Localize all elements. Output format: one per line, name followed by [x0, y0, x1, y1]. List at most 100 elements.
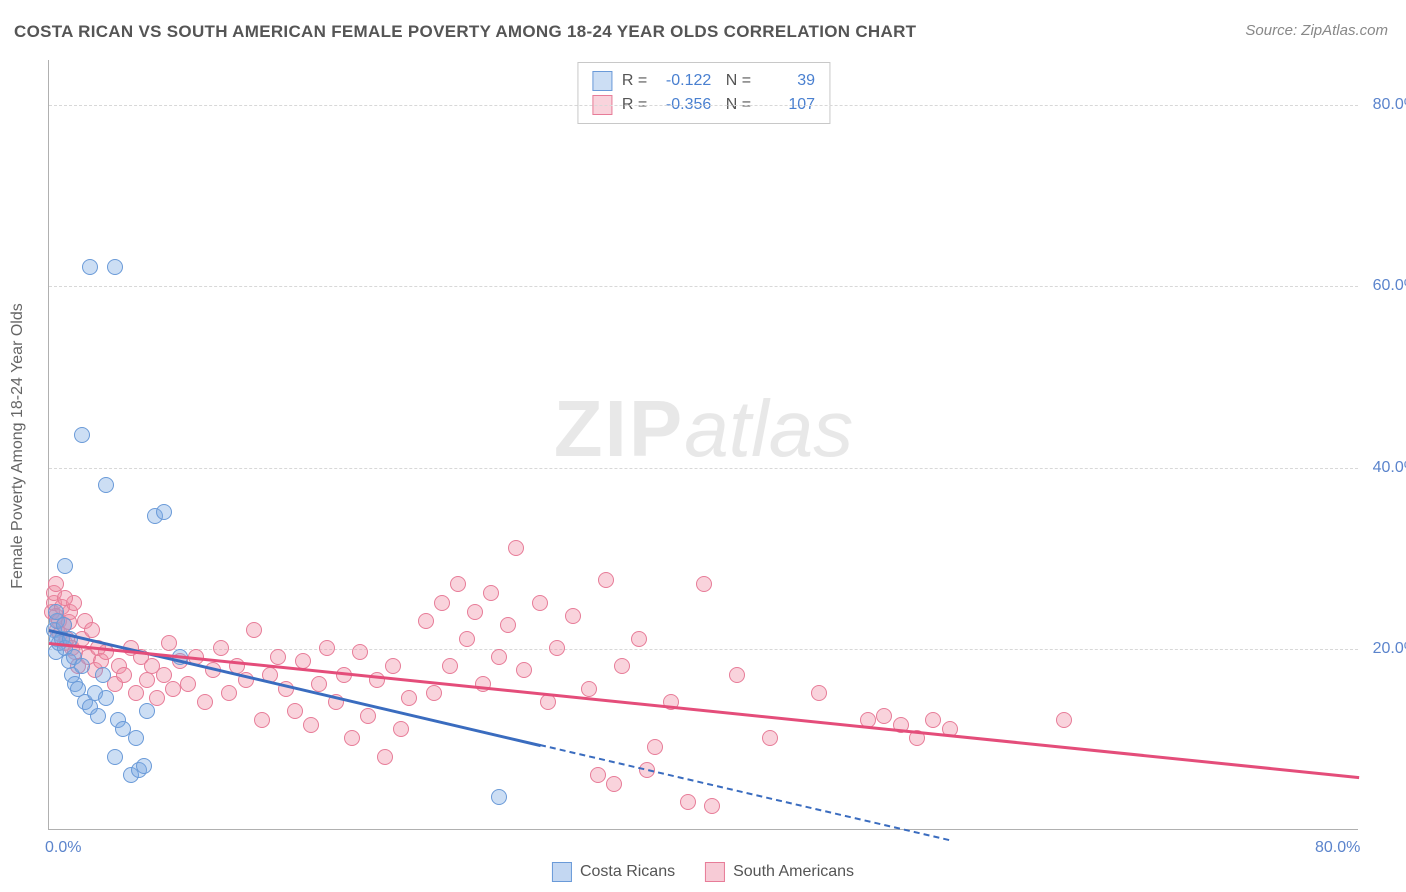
source-attribution: Source: ZipAtlas.com	[1245, 22, 1388, 39]
data-point	[401, 690, 417, 706]
data-point	[418, 613, 434, 629]
data-point	[303, 717, 319, 733]
data-point	[532, 595, 548, 611]
r-value-1: -0.122	[657, 69, 711, 93]
data-point	[475, 676, 491, 692]
data-point	[1056, 712, 1072, 728]
legend-swatch-2	[705, 862, 725, 882]
data-point	[180, 676, 196, 692]
data-point	[377, 749, 393, 765]
data-point	[696, 576, 712, 592]
data-point	[128, 685, 144, 701]
watermark-bold: ZIP	[554, 384, 684, 473]
data-point	[213, 640, 229, 656]
data-point	[84, 622, 100, 638]
n-value-1: 39	[761, 69, 815, 93]
data-point	[57, 558, 73, 574]
watermark: ZIPatlas	[554, 383, 853, 475]
data-point	[459, 631, 475, 647]
data-point	[139, 703, 155, 719]
y-tick-label: 60.0%	[1363, 277, 1406, 295]
data-point	[450, 576, 466, 592]
data-point	[762, 730, 778, 746]
data-point	[631, 631, 647, 647]
plot-area: ZIPatlas R = -0.122 N = 39 R = -0.356 N …	[48, 60, 1358, 830]
legend-label-1: Costa Ricans	[580, 863, 675, 881]
data-point	[74, 427, 90, 443]
data-point	[426, 685, 442, 701]
legend-item-2: South Americans	[705, 862, 854, 882]
data-point	[287, 703, 303, 719]
x-tick-label: 80.0%	[1315, 839, 1360, 857]
data-point	[811, 685, 827, 701]
data-point	[500, 617, 516, 633]
data-point	[647, 739, 663, 755]
data-point	[116, 667, 132, 683]
data-point	[107, 259, 123, 275]
gridline	[49, 286, 1358, 287]
data-point	[161, 635, 177, 651]
data-point	[704, 798, 720, 814]
data-point	[590, 767, 606, 783]
data-point	[311, 676, 327, 692]
data-point	[925, 712, 941, 728]
data-point	[128, 730, 144, 746]
data-point	[516, 662, 532, 678]
data-point	[581, 681, 597, 697]
data-point	[508, 540, 524, 556]
data-point	[434, 595, 450, 611]
n-label-1: N =	[721, 69, 751, 93]
gridline	[49, 468, 1358, 469]
data-point	[598, 572, 614, 588]
legend-label-2: South Americans	[733, 863, 854, 881]
source-name: ZipAtlas.com	[1301, 22, 1388, 39]
y-tick-label: 20.0%	[1363, 640, 1406, 658]
data-point	[393, 721, 409, 737]
data-point	[442, 658, 458, 674]
series-legend: Costa Ricans South Americans	[552, 862, 854, 882]
legend-item-1: Costa Ricans	[552, 862, 675, 882]
gridline	[49, 105, 1358, 106]
data-point	[197, 694, 213, 710]
y-tick-label: 40.0%	[1363, 459, 1406, 477]
data-point	[254, 712, 270, 728]
data-point	[540, 694, 556, 710]
data-point	[57, 590, 73, 606]
data-point	[95, 667, 111, 683]
stats-legend: R = -0.122 N = 39 R = -0.356 N = 107	[577, 62, 830, 124]
data-point	[491, 789, 507, 805]
y-tick-label: 80.0%	[1363, 96, 1406, 114]
data-point	[156, 504, 172, 520]
data-point	[606, 776, 622, 792]
r-label-1: R =	[622, 69, 647, 93]
data-point	[74, 658, 90, 674]
data-point	[165, 681, 181, 697]
y-axis-label: Female Poverty Among 18-24 Year Olds	[9, 303, 27, 589]
trend-extrapolation	[540, 744, 950, 841]
legend-swatch-1	[552, 862, 572, 882]
stats-row-1: R = -0.122 N = 39	[592, 69, 815, 93]
data-point	[344, 730, 360, 746]
data-point	[107, 749, 123, 765]
correlation-chart: COSTA RICAN VS SOUTH AMERICAN FEMALE POV…	[0, 0, 1406, 892]
data-point	[221, 685, 237, 701]
data-point	[876, 708, 892, 724]
data-point	[98, 477, 114, 493]
x-tick-label: 0.0%	[45, 839, 81, 857]
data-point	[565, 608, 581, 624]
data-point	[270, 649, 286, 665]
chart-title: COSTA RICAN VS SOUTH AMERICAN FEMALE POV…	[14, 22, 916, 42]
data-point	[369, 672, 385, 688]
data-point	[614, 658, 630, 674]
data-point	[82, 259, 98, 275]
data-point	[352, 644, 368, 660]
trend-line	[49, 642, 1359, 779]
data-point	[149, 690, 165, 706]
data-point	[90, 708, 106, 724]
data-point	[385, 658, 401, 674]
data-point	[136, 758, 152, 774]
source-label: Source:	[1245, 22, 1297, 39]
data-point	[483, 585, 499, 601]
data-point	[729, 667, 745, 683]
data-point	[549, 640, 565, 656]
